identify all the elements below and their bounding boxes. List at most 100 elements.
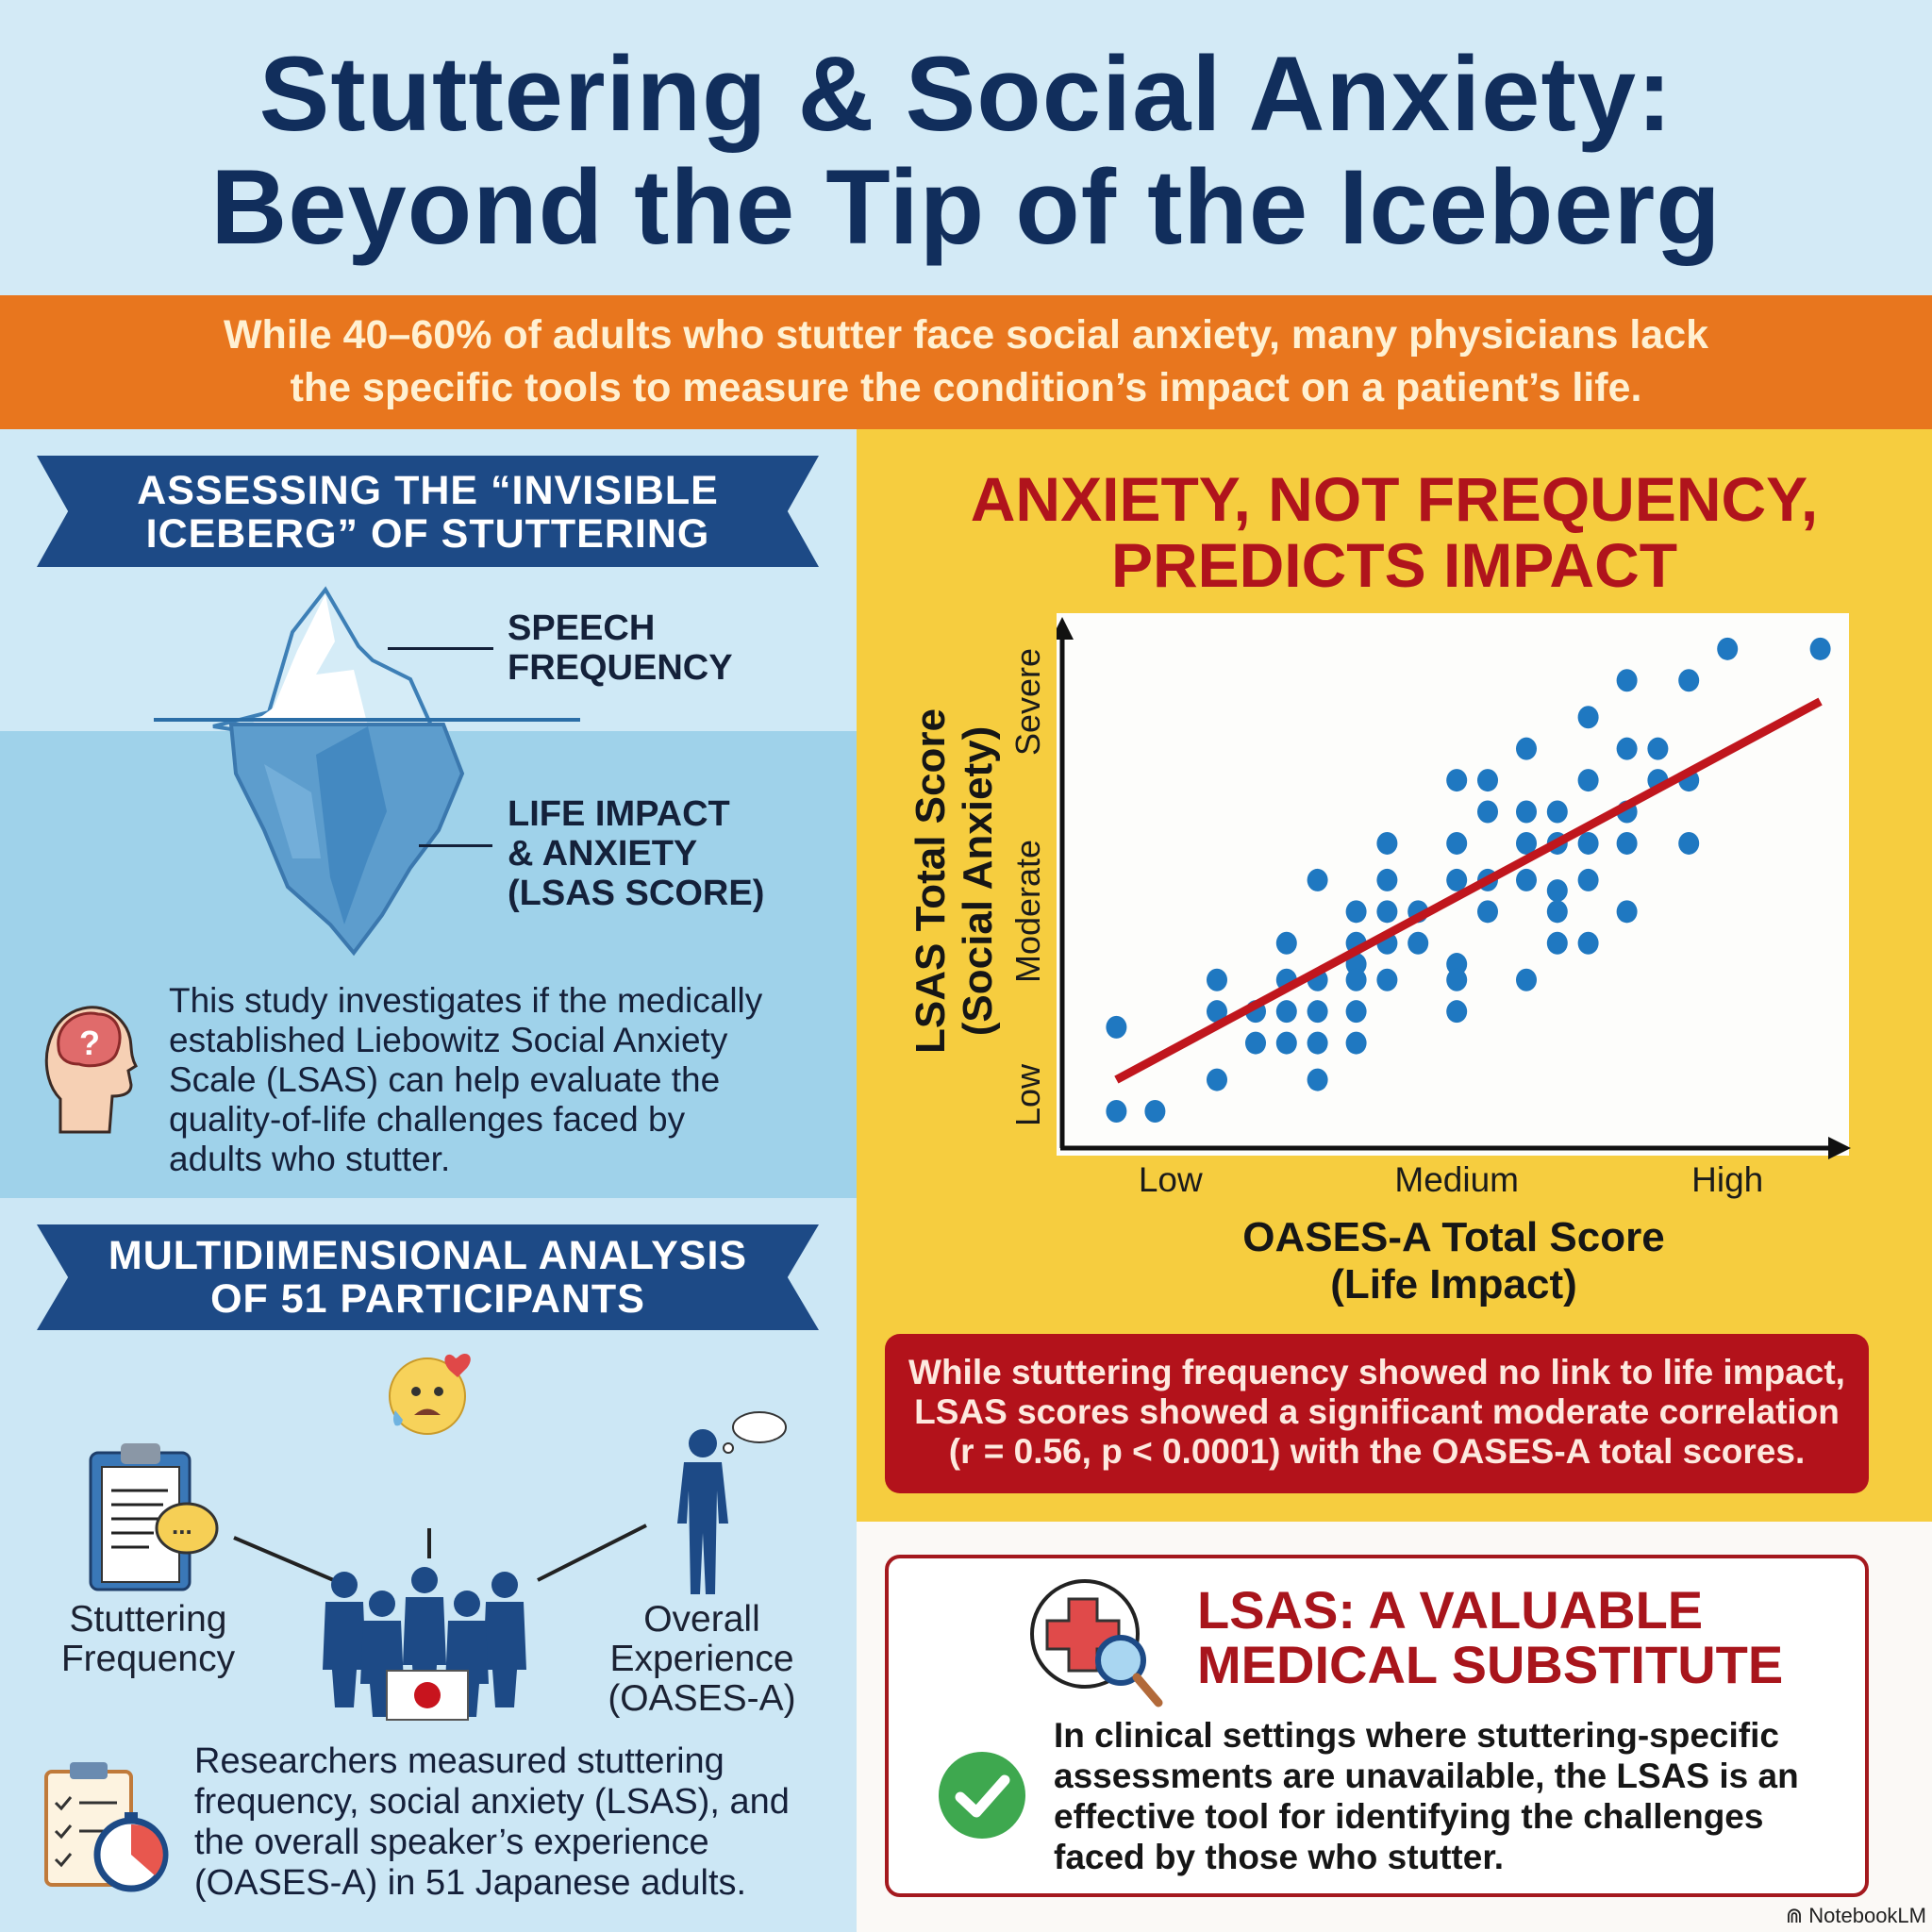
y-axis-title: LSAS Total Score (Social Anxiety) <box>908 598 1002 1164</box>
iceberg-icon <box>154 586 580 957</box>
scatter-point <box>1407 931 1429 955</box>
scatter-point <box>1616 737 1638 760</box>
paragraph-line: In clinical settings where stuttering-sp… <box>1054 1716 1779 1755</box>
finding-line: LSAS scores showed a significant moderat… <box>914 1392 1840 1431</box>
header <box>0 0 1932 295</box>
x-tick-label: Low <box>1138 1160 1203 1199</box>
y-axis-arrow <box>1057 617 1074 640</box>
label-line: (OASES-A) <box>608 1678 796 1719</box>
japan-flag-icon <box>386 1670 469 1721</box>
scatter-point <box>1376 831 1398 855</box>
scatter-point <box>1577 769 1599 792</box>
intro-banner-line1: While 40–60% of adults who stutter face … <box>223 312 1709 358</box>
scatter-point <box>1446 831 1468 855</box>
heading-line: OF 51 PARTICIPANTS <box>210 1276 645 1322</box>
scatter-point <box>1717 637 1739 660</box>
base-label-line: & ANXIETY <box>508 834 698 874</box>
base-leader-line <box>419 844 492 847</box>
label-line: Frequency <box>60 1639 236 1679</box>
scatter-point <box>1307 1068 1328 1091</box>
scatter-point <box>1546 900 1568 924</box>
paragraph-line: effective tool for identifying the chall… <box>1054 1797 1764 1836</box>
scatter-point <box>1477 900 1498 924</box>
person-thinking-icon <box>677 1411 787 1594</box>
scatter-point <box>1275 1000 1297 1024</box>
paragraph-line: the overall speaker’s experience <box>194 1823 709 1862</box>
paragraph-line: Scale (LSAS) can help evaluate the <box>169 1060 721 1099</box>
scatter-point <box>1345 1000 1367 1024</box>
tip-label-line: FREQUENCY <box>508 648 733 688</box>
svg-text:?: ? <box>79 1024 100 1062</box>
y-tick-label: Severe <box>1008 647 1047 756</box>
scatter-point <box>1546 800 1568 824</box>
conclusion-title: LSAS: A VALUABLE MEDICAL SUBSTITUTE <box>1197 1583 1783 1692</box>
chart-title-line2: PREDICTS IMPACT <box>1110 530 1678 600</box>
scatter-point <box>1307 868 1328 891</box>
anxious-face-icon <box>389 1353 471 1435</box>
analysis-paragraph: Researchers measured stuttering frequenc… <box>194 1741 790 1904</box>
tip-label: SPEECH FREQUENCY <box>508 608 733 688</box>
scatter-point <box>1678 831 1700 855</box>
scatter-point <box>1446 868 1468 891</box>
scatter-point <box>1647 737 1669 760</box>
finding-line: (r = 0.56, p < 0.0001) with the OASES-A … <box>948 1432 1806 1471</box>
scatter-point <box>1446 968 1468 991</box>
scatter-point <box>1345 953 1367 976</box>
scatter-point <box>1345 968 1367 991</box>
notebooklm-logo-icon: ⋒ <box>1785 1904 1809 1927</box>
scatter-point <box>1516 831 1537 855</box>
label-line: Experience <box>609 1639 794 1679</box>
connector-lines <box>233 1524 647 1589</box>
scatter-point <box>1516 868 1537 891</box>
base-label: LIFE IMPACT & ANXIETY (LSAS SCORE) <box>508 794 764 913</box>
scatter-point <box>1144 1100 1166 1124</box>
notebooklm-watermark: ⋒ NotebookLM <box>1786 1904 1926 1928</box>
scatter-point <box>1207 1000 1227 1024</box>
scatter-point <box>1376 868 1398 891</box>
x-axis-arrow <box>1828 1137 1851 1159</box>
scatter-point <box>1577 931 1599 955</box>
scatter-point <box>1616 831 1638 855</box>
scatter-chart <box>1057 617 1851 1159</box>
intro-banner <box>0 295 1932 429</box>
scatter-point <box>1245 1031 1266 1055</box>
scatter-point <box>1616 669 1638 692</box>
scatter-point <box>1546 931 1568 955</box>
scatter-point <box>1577 706 1599 729</box>
scatter-point <box>1345 1031 1367 1055</box>
y-tick-label: Moderate <box>1008 840 1047 984</box>
scatter-point <box>1577 868 1599 891</box>
paragraph-line: faced by those who stutter. <box>1054 1838 1504 1876</box>
scatter-point <box>1678 669 1700 692</box>
paragraph-line: established Liebowitz Social Anxiety <box>169 1021 728 1059</box>
scatter-point <box>1477 769 1498 792</box>
watermark-text: NotebookLM <box>1808 1904 1926 1927</box>
scatter-point <box>1446 953 1468 976</box>
conclusion-title-line: MEDICAL SUBSTITUTE <box>1197 1635 1784 1694</box>
base-label-line: (LSAS SCORE) <box>508 874 765 913</box>
page-title-line1: Stuttering & Social Anxiety: <box>258 35 1674 153</box>
scatter-point <box>1516 800 1537 824</box>
clipboard-speech-icon: ... <box>89 1443 219 1591</box>
medical-cross-magnifier-icon <box>1030 1579 1163 1707</box>
intro-banner-line2: the specific tools to measure the condit… <box>290 365 1642 410</box>
scatter-point <box>1106 1015 1127 1039</box>
scatter-point <box>1446 1000 1468 1024</box>
finding-line: While stuttering frequency showed no lin… <box>908 1353 1845 1391</box>
scatter-point <box>1516 968 1537 991</box>
scatter-point <box>1446 769 1468 792</box>
paragraph-line: Researchers measured stuttering <box>194 1741 724 1781</box>
scatter-point <box>1207 968 1227 991</box>
conclusion-paragraph: In clinical settings where stuttering-sp… <box>1054 1715 1799 1877</box>
paragraph-line: (OASES-A) in 51 Japanese adults. <box>194 1863 747 1903</box>
heading-line: MULTIDIMENSIONAL ANALYSIS <box>108 1233 748 1278</box>
scatter-point <box>1207 1068 1227 1091</box>
conclusion-title-line: LSAS: A VALUABLE <box>1197 1580 1704 1640</box>
svg-text:...: ... <box>172 1511 192 1540</box>
scatter-point <box>1546 879 1568 903</box>
stuttering-frequency-label: Stuttering Frequency <box>35 1600 261 1679</box>
label-line: Overall <box>643 1599 760 1640</box>
x-axis-title: OASES-A Total Score (Life Impact) <box>1171 1214 1737 1308</box>
trend-line <box>1114 697 1823 1084</box>
scatter-point <box>1577 831 1599 855</box>
